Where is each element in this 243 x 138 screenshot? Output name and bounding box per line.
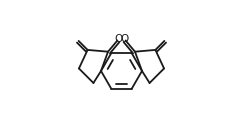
Text: O: O: [121, 34, 129, 43]
Text: O: O: [114, 34, 122, 43]
